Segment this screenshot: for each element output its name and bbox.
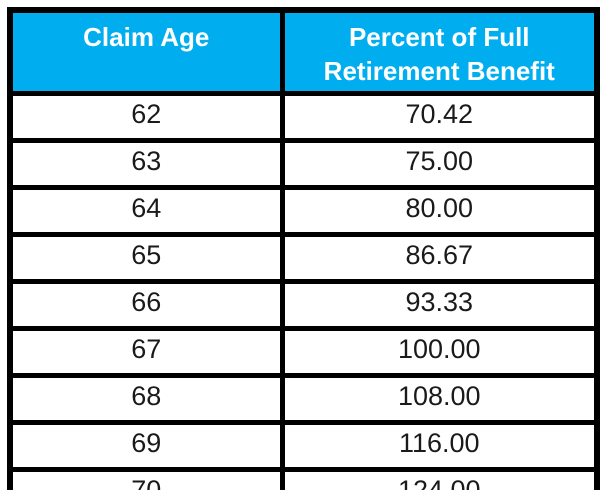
header-percent-line2: Retirement Benefit bbox=[323, 56, 555, 86]
age-cell: 63 bbox=[7, 138, 285, 190]
table-row: 65 86.67 bbox=[7, 232, 600, 284]
percent-cell: 116.00 bbox=[279, 420, 600, 472]
table-row: 67 100.00 bbox=[7, 326, 600, 378]
table-row: 62 70.42 bbox=[7, 91, 600, 143]
claim-age-benefit-table: Claim Age Percent of Full Retirement Ben… bbox=[7, 7, 600, 490]
table-row: 63 75.00 bbox=[7, 138, 600, 190]
age-cell: 62 bbox=[7, 91, 285, 143]
percent-cell: 93.33 bbox=[279, 279, 600, 331]
age-cell: 68 bbox=[7, 373, 285, 425]
age-cell: 64 bbox=[7, 185, 285, 237]
header-claim-age-label: Claim Age bbox=[83, 22, 210, 52]
age-cell: 66 bbox=[7, 279, 285, 331]
age-cell: 69 bbox=[7, 420, 285, 472]
percent-cell: 86.67 bbox=[279, 232, 600, 284]
percent-cell: 108.00 bbox=[279, 373, 600, 425]
percent-cell: 100.00 bbox=[279, 326, 600, 378]
percent-cell: 70.42 bbox=[279, 91, 600, 143]
header-percent-line1: Percent of Full bbox=[348, 22, 530, 52]
table-row: 66 93.33 bbox=[7, 279, 600, 331]
age-cell: 67 bbox=[7, 326, 285, 378]
age-cell: 65 bbox=[7, 232, 285, 284]
header-cell-claim-age: Claim Age bbox=[7, 7, 285, 96]
table-row: 69 116.00 bbox=[7, 420, 600, 472]
percent-cell: 75.00 bbox=[279, 138, 600, 190]
percent-cell: 124.00 bbox=[279, 467, 600, 490]
table-row: 70 124.00 bbox=[7, 467, 600, 490]
percent-cell: 80.00 bbox=[279, 185, 600, 237]
header-cell-percent-benefit: Percent of Full Retirement Benefit bbox=[279, 7, 600, 96]
table-header-row: Claim Age Percent of Full Retirement Ben… bbox=[7, 7, 600, 96]
age-cell: 70 bbox=[7, 467, 285, 490]
table-row: 64 80.00 bbox=[7, 185, 600, 237]
table-row: 68 108.00 bbox=[7, 373, 600, 425]
